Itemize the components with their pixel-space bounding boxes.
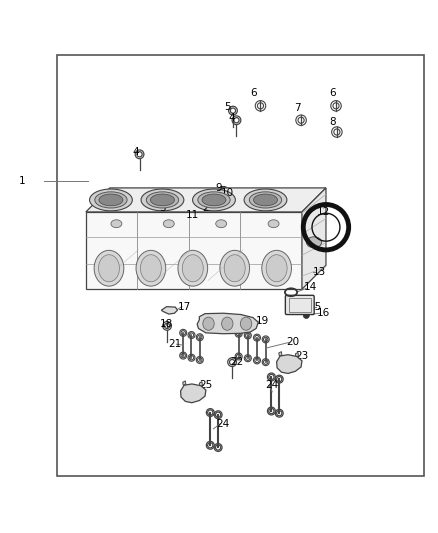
Text: 22: 22 (230, 357, 243, 367)
Polygon shape (86, 212, 302, 289)
Text: 4: 4 (133, 147, 139, 157)
Circle shape (162, 205, 167, 211)
Ellipse shape (94, 251, 124, 286)
Ellipse shape (220, 251, 250, 286)
Ellipse shape (224, 255, 245, 282)
Text: 25: 25 (199, 380, 212, 390)
Polygon shape (302, 188, 326, 289)
Ellipse shape (99, 194, 123, 206)
Text: 3: 3 (159, 203, 166, 213)
Ellipse shape (89, 189, 132, 211)
Circle shape (211, 204, 216, 209)
Text: 20: 20 (286, 337, 300, 348)
Polygon shape (197, 313, 258, 334)
Circle shape (303, 312, 309, 318)
Text: 4: 4 (229, 113, 235, 123)
Text: 11: 11 (186, 210, 199, 220)
Ellipse shape (150, 194, 174, 206)
Circle shape (173, 206, 177, 209)
Ellipse shape (141, 255, 161, 282)
Text: 6: 6 (329, 88, 336, 98)
Text: 16: 16 (317, 308, 330, 318)
Text: 7: 7 (294, 103, 301, 114)
Ellipse shape (262, 251, 291, 286)
Text: 14: 14 (304, 282, 317, 293)
Ellipse shape (141, 189, 184, 211)
Ellipse shape (244, 189, 287, 211)
Ellipse shape (254, 194, 278, 206)
Ellipse shape (222, 317, 233, 330)
Ellipse shape (146, 192, 179, 208)
Ellipse shape (163, 220, 174, 228)
Ellipse shape (95, 192, 127, 208)
Text: 18: 18 (160, 319, 173, 329)
Ellipse shape (268, 220, 279, 228)
Polygon shape (279, 352, 282, 356)
Ellipse shape (193, 189, 235, 211)
Ellipse shape (198, 192, 230, 208)
Text: 12: 12 (317, 207, 330, 217)
Text: 19: 19 (256, 316, 269, 326)
Circle shape (167, 309, 171, 313)
Text: 9: 9 (215, 183, 223, 193)
Ellipse shape (182, 255, 203, 282)
Text: 17: 17 (177, 302, 191, 312)
Circle shape (217, 187, 230, 199)
Ellipse shape (202, 194, 226, 206)
Ellipse shape (266, 255, 287, 282)
Text: 8: 8 (329, 117, 336, 126)
Ellipse shape (136, 251, 166, 286)
Ellipse shape (249, 192, 282, 208)
Ellipse shape (178, 251, 208, 286)
Polygon shape (180, 384, 206, 403)
Polygon shape (277, 354, 302, 374)
Text: 15: 15 (308, 302, 321, 312)
Ellipse shape (306, 237, 321, 248)
Text: 13: 13 (313, 267, 326, 277)
Bar (289, 298, 311, 312)
Bar (57, 55, 424, 476)
Text: 24: 24 (265, 380, 278, 390)
Text: 6: 6 (251, 88, 257, 98)
FancyBboxPatch shape (286, 295, 314, 314)
Polygon shape (199, 382, 202, 386)
Text: 10: 10 (221, 188, 234, 198)
Polygon shape (86, 188, 326, 212)
Ellipse shape (203, 317, 214, 330)
Text: 24: 24 (217, 419, 230, 429)
Circle shape (201, 205, 204, 209)
Ellipse shape (216, 220, 226, 228)
Text: 2: 2 (203, 203, 209, 213)
Text: 5: 5 (224, 102, 231, 112)
Polygon shape (183, 381, 186, 385)
Text: 1: 1 (19, 176, 26, 187)
Text: 21: 21 (169, 339, 182, 349)
Ellipse shape (240, 317, 252, 330)
Polygon shape (161, 306, 177, 314)
Ellipse shape (99, 255, 120, 282)
Ellipse shape (111, 220, 122, 228)
Polygon shape (295, 352, 298, 357)
Text: 23: 23 (295, 351, 309, 361)
